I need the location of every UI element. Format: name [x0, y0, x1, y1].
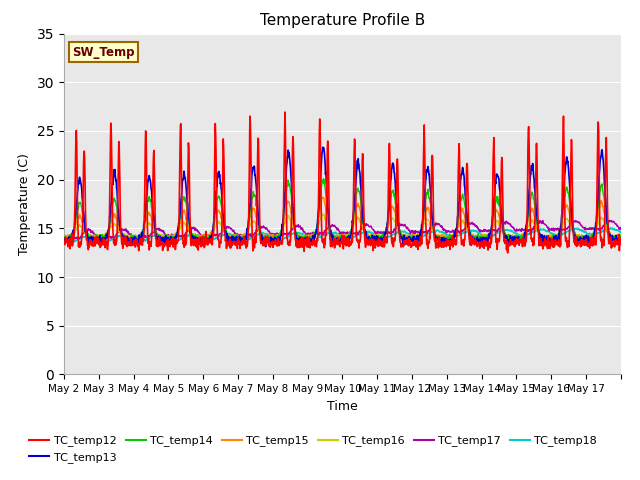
TC_temp17 — [617, 225, 625, 230]
TC_temp14 — [328, 232, 336, 238]
TC_temp18 — [609, 225, 616, 231]
TC_temp13 — [319, 144, 327, 150]
TC_temp18 — [100, 240, 108, 245]
TC_temp12 — [474, 242, 482, 248]
TC_temp17 — [474, 225, 482, 230]
Line: TC_temp18: TC_temp18 — [64, 228, 621, 242]
TC_temp18 — [148, 233, 156, 239]
TC_temp16 — [617, 233, 625, 239]
TC_temp17 — [328, 222, 336, 228]
TC_temp18 — [60, 237, 68, 243]
TC_temp14 — [317, 182, 325, 188]
TC_temp16 — [147, 222, 155, 228]
TC_temp14 — [60, 238, 68, 243]
TC_temp15 — [617, 237, 625, 242]
TC_temp18 — [317, 233, 325, 239]
TC_temp17 — [536, 217, 544, 223]
TC_temp16 — [474, 233, 482, 239]
TC_temp16 — [611, 233, 618, 239]
TC_temp13 — [611, 237, 618, 242]
TC_temp17 — [148, 230, 156, 236]
TC_temp12 — [617, 235, 625, 241]
TC_temp12 — [504, 250, 511, 256]
TC_temp15 — [147, 213, 155, 219]
TC_temp15 — [611, 233, 618, 239]
TC_temp15 — [474, 234, 482, 240]
TC_temp14 — [611, 236, 618, 242]
TC_temp18 — [474, 230, 482, 236]
TC_temp15 — [319, 194, 327, 200]
TC_temp15 — [260, 238, 268, 243]
TC_temp13 — [147, 186, 155, 192]
TC_temp14 — [556, 228, 564, 234]
Line: TC_temp17: TC_temp17 — [64, 220, 621, 240]
Line: TC_temp15: TC_temp15 — [64, 197, 621, 240]
TC_temp12 — [328, 244, 336, 250]
TC_temp13 — [617, 237, 625, 242]
TC_temp16 — [317, 214, 325, 219]
Title: Temperature Profile B: Temperature Profile B — [260, 13, 425, 28]
TC_temp17 — [556, 226, 564, 232]
TC_temp18 — [611, 226, 618, 231]
TC_temp12 — [611, 242, 618, 248]
TC_temp18 — [556, 232, 563, 238]
Line: TC_temp14: TC_temp14 — [64, 179, 621, 242]
TC_temp14 — [320, 176, 328, 181]
TC_temp12 — [147, 243, 155, 249]
TC_temp17 — [60, 236, 68, 242]
TC_temp13 — [556, 228, 564, 233]
TC_temp12 — [281, 109, 289, 115]
TC_temp13 — [474, 239, 482, 245]
Line: TC_temp16: TC_temp16 — [64, 214, 621, 239]
TC_temp16 — [440, 236, 447, 242]
TC_temp12 — [556, 244, 564, 250]
TC_temp15 — [60, 235, 68, 240]
TC_temp18 — [328, 230, 336, 236]
TC_temp13 — [262, 244, 269, 250]
TC_temp16 — [556, 229, 564, 235]
TC_temp17 — [317, 229, 325, 235]
TC_temp14 — [617, 235, 625, 240]
TC_temp14 — [304, 240, 312, 245]
TC_temp16 — [328, 231, 336, 237]
Line: TC_temp13: TC_temp13 — [64, 147, 621, 247]
X-axis label: Time: Time — [327, 400, 358, 413]
TC_temp15 — [328, 233, 336, 239]
TC_temp12 — [60, 240, 68, 246]
TC_temp12 — [317, 221, 325, 227]
TC_temp16 — [60, 233, 68, 239]
Text: SW_Temp: SW_Temp — [72, 46, 135, 59]
TC_temp15 — [556, 228, 564, 234]
TC_temp15 — [317, 197, 325, 203]
TC_temp18 — [617, 228, 625, 234]
TC_temp14 — [474, 231, 482, 237]
TC_temp16 — [319, 211, 326, 217]
TC_temp17 — [611, 219, 618, 225]
TC_temp14 — [147, 200, 155, 205]
TC_temp13 — [317, 158, 325, 164]
TC_temp13 — [328, 233, 336, 239]
Y-axis label: Temperature (C): Temperature (C) — [18, 153, 31, 255]
TC_temp17 — [67, 237, 75, 242]
TC_temp13 — [60, 236, 68, 241]
Line: TC_temp12: TC_temp12 — [64, 112, 621, 253]
Legend: TC_temp12, TC_temp13, TC_temp14, TC_temp15, TC_temp16, TC_temp17, TC_temp18: TC_temp12, TC_temp13, TC_temp14, TC_temp… — [25, 431, 601, 468]
